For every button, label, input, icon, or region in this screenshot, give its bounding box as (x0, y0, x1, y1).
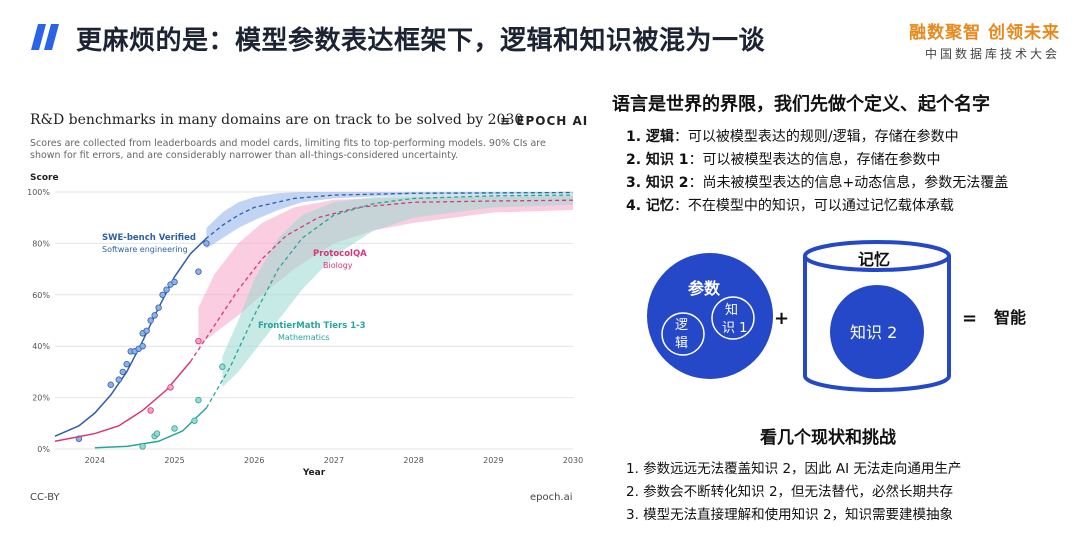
data-point (119, 368, 126, 376)
confidence-band (222, 193, 573, 388)
data-point (171, 425, 178, 432)
challenge-item: 1. 参数远远无法覆盖知识 2，因此 AI 无法走向通用生产 (626, 461, 962, 477)
definitions-list: 1. 逻辑：可以被模型表达的规则/逻辑，存储在参数中 2. 知识 1：可以被模型… (626, 126, 1008, 218)
data-point (155, 304, 162, 311)
equals-sign: = (962, 308, 977, 329)
data-point (143, 327, 150, 334)
y-tick-label: 60% (32, 291, 50, 300)
epoch-logo-icon: ≡ (500, 114, 512, 128)
data-point (159, 291, 166, 298)
data-point (195, 337, 202, 345)
series-domain-label: Mathematics (278, 333, 330, 342)
series-domain-label: Software engineering (102, 245, 188, 254)
knowledge2-label: 知识 2 (850, 323, 897, 342)
data-point (153, 430, 161, 437)
data-point (171, 278, 178, 286)
definition-item: 3. 知识 2：尚未被模型表达的信息+动态信息，参数无法覆盖 (626, 172, 1008, 195)
fit-line (54, 237, 207, 437)
logo-bars-icon (31, 24, 59, 50)
y-tick-label: 20% (32, 394, 50, 403)
challenge-item: 2. 参数会不断转化知识 2，但无法替代，必然长期共存 (626, 484, 954, 500)
params-label: 参数 (688, 279, 721, 298)
data-point (139, 342, 146, 350)
data-point (139, 443, 146, 450)
brand-conference: 中国数据库技术大会 (924, 47, 1060, 61)
definition-term: 3. 知识 2 (626, 175, 689, 191)
chart-title: R&D benchmarks in many domains are on tr… (30, 112, 524, 128)
projection-line (189, 199, 574, 362)
y-tick-label: 0% (37, 445, 50, 454)
definition-term: 1. 逻辑 (626, 129, 674, 145)
logic-label-1: 逻 (675, 318, 688, 333)
intelligence-label: 智能 (994, 308, 1026, 327)
data-point (195, 396, 202, 404)
y-tick-label: 40% (32, 342, 50, 351)
y-axis-label: Score (30, 173, 59, 183)
source-label: epoch.ai (530, 492, 573, 503)
page-title: 更麻烦的是：模型参数表达框架下，逻辑和知识被混为一谈 (76, 26, 766, 56)
logic-label-2: 辑 (675, 336, 688, 351)
definition-desc: ：可以被模型表达的信息，存储在参数中 (688, 152, 941, 168)
data-point (123, 360, 130, 368)
plus-sign: + (774, 308, 789, 329)
knowledge1-label-2: 识 1 (722, 321, 747, 336)
data-point (163, 286, 170, 293)
benchmark-chart: Score 0% 20% 40% 60% 80% 100% 2024 2025 2026 2027 2… (27, 173, 583, 478)
knowledge2-circle (830, 285, 924, 379)
data-point (147, 317, 154, 324)
memory-cylinder-top (803, 240, 951, 272)
knowledge1-circle (711, 296, 755, 340)
fit-line (94, 407, 207, 449)
memory-label: 记忆 (858, 250, 890, 269)
definition-term: 2. 知识 1 (626, 152, 689, 168)
projection-line (190, 191, 574, 255)
x-tick-label: 2027 (324, 456, 344, 465)
definition-desc: ：可以被模型表达的规则/逻辑，存储在参数中 (673, 129, 959, 145)
definition-item: 4. 记忆：不在模型中的知识，可以通过记忆载体承载 (626, 195, 1008, 218)
chart-subtitle: Scores are collected from leaderboards a… (30, 138, 546, 161)
definition-desc: ：不在模型中的知识，可以通过记忆载体承载 (673, 198, 954, 214)
intelligence-diagram: 参数 逻 辑 知 识 1 + 记忆 知识 2 = 智能 (647, 240, 1026, 392)
params-circle (647, 253, 773, 379)
x-tick-label: 2025 (164, 456, 184, 465)
data-point (219, 363, 226, 370)
x-tick-label: 2026 (244, 456, 264, 465)
x-tick-label: 2028 (403, 456, 423, 465)
y-tick-label: 80% (32, 239, 50, 248)
epoch-logo: ≡ EPOCH AI (500, 114, 588, 128)
data-point (195, 268, 202, 275)
definitions-heading: 语言是世界的界限，我们先做个定义、起个名字 (612, 94, 990, 115)
brand-slogan: 融数聚智 创领未来 (909, 23, 1060, 43)
license-label: CC-BY (30, 492, 60, 503)
data-point (147, 407, 154, 414)
brand-block: 融数聚智 创领未来 中国数据库技术大会 (900, 18, 1060, 62)
logic-circle (661, 312, 705, 356)
challenges-heading: 看几个现状和挑战 (760, 428, 896, 448)
challenge-item: 3. 模型无法直接理解和使用知识 2，知识需要建模抽象 (626, 507, 954, 523)
data-point (151, 312, 158, 319)
series-name-label: SWE-bench Verified (102, 233, 196, 243)
definition-item: 1. 逻辑：可以被模型表达的规则/逻辑，存储在参数中 (626, 126, 1008, 149)
epoch-logo-text: EPOCH AI (516, 114, 589, 128)
series-name-label: FrontierMath Tiers 1-3 (258, 321, 366, 331)
data-point (167, 384, 174, 391)
definition-desc: ：尚未被模型表达的信息+动态信息，参数无法覆盖 (688, 175, 1009, 191)
x-axis-label: Year (302, 468, 326, 478)
data-point (115, 376, 122, 383)
data-point (107, 381, 114, 388)
series-domain-label: Biology (323, 261, 353, 270)
x-tick-label: 2030 (563, 456, 583, 465)
data-point (203, 240, 210, 247)
x-tick-label: 2024 (85, 456, 105, 465)
data-point (191, 417, 198, 424)
y-tick-label: 100% (27, 188, 50, 197)
knowledge1-label-1: 知 (725, 302, 738, 318)
x-tick-label: 2029 (483, 456, 503, 465)
series-name-label: ProtocolQA (313, 249, 367, 259)
definition-term: 4. 记忆 (626, 198, 674, 214)
challenges-list: 1. 参数远远无法覆盖知识 2，因此 AI 无法走向通用生产 2. 参数会不断转… (626, 458, 961, 527)
definition-item: 2. 知识 1：可以被模型表达的信息，存储在参数中 (626, 149, 1008, 172)
